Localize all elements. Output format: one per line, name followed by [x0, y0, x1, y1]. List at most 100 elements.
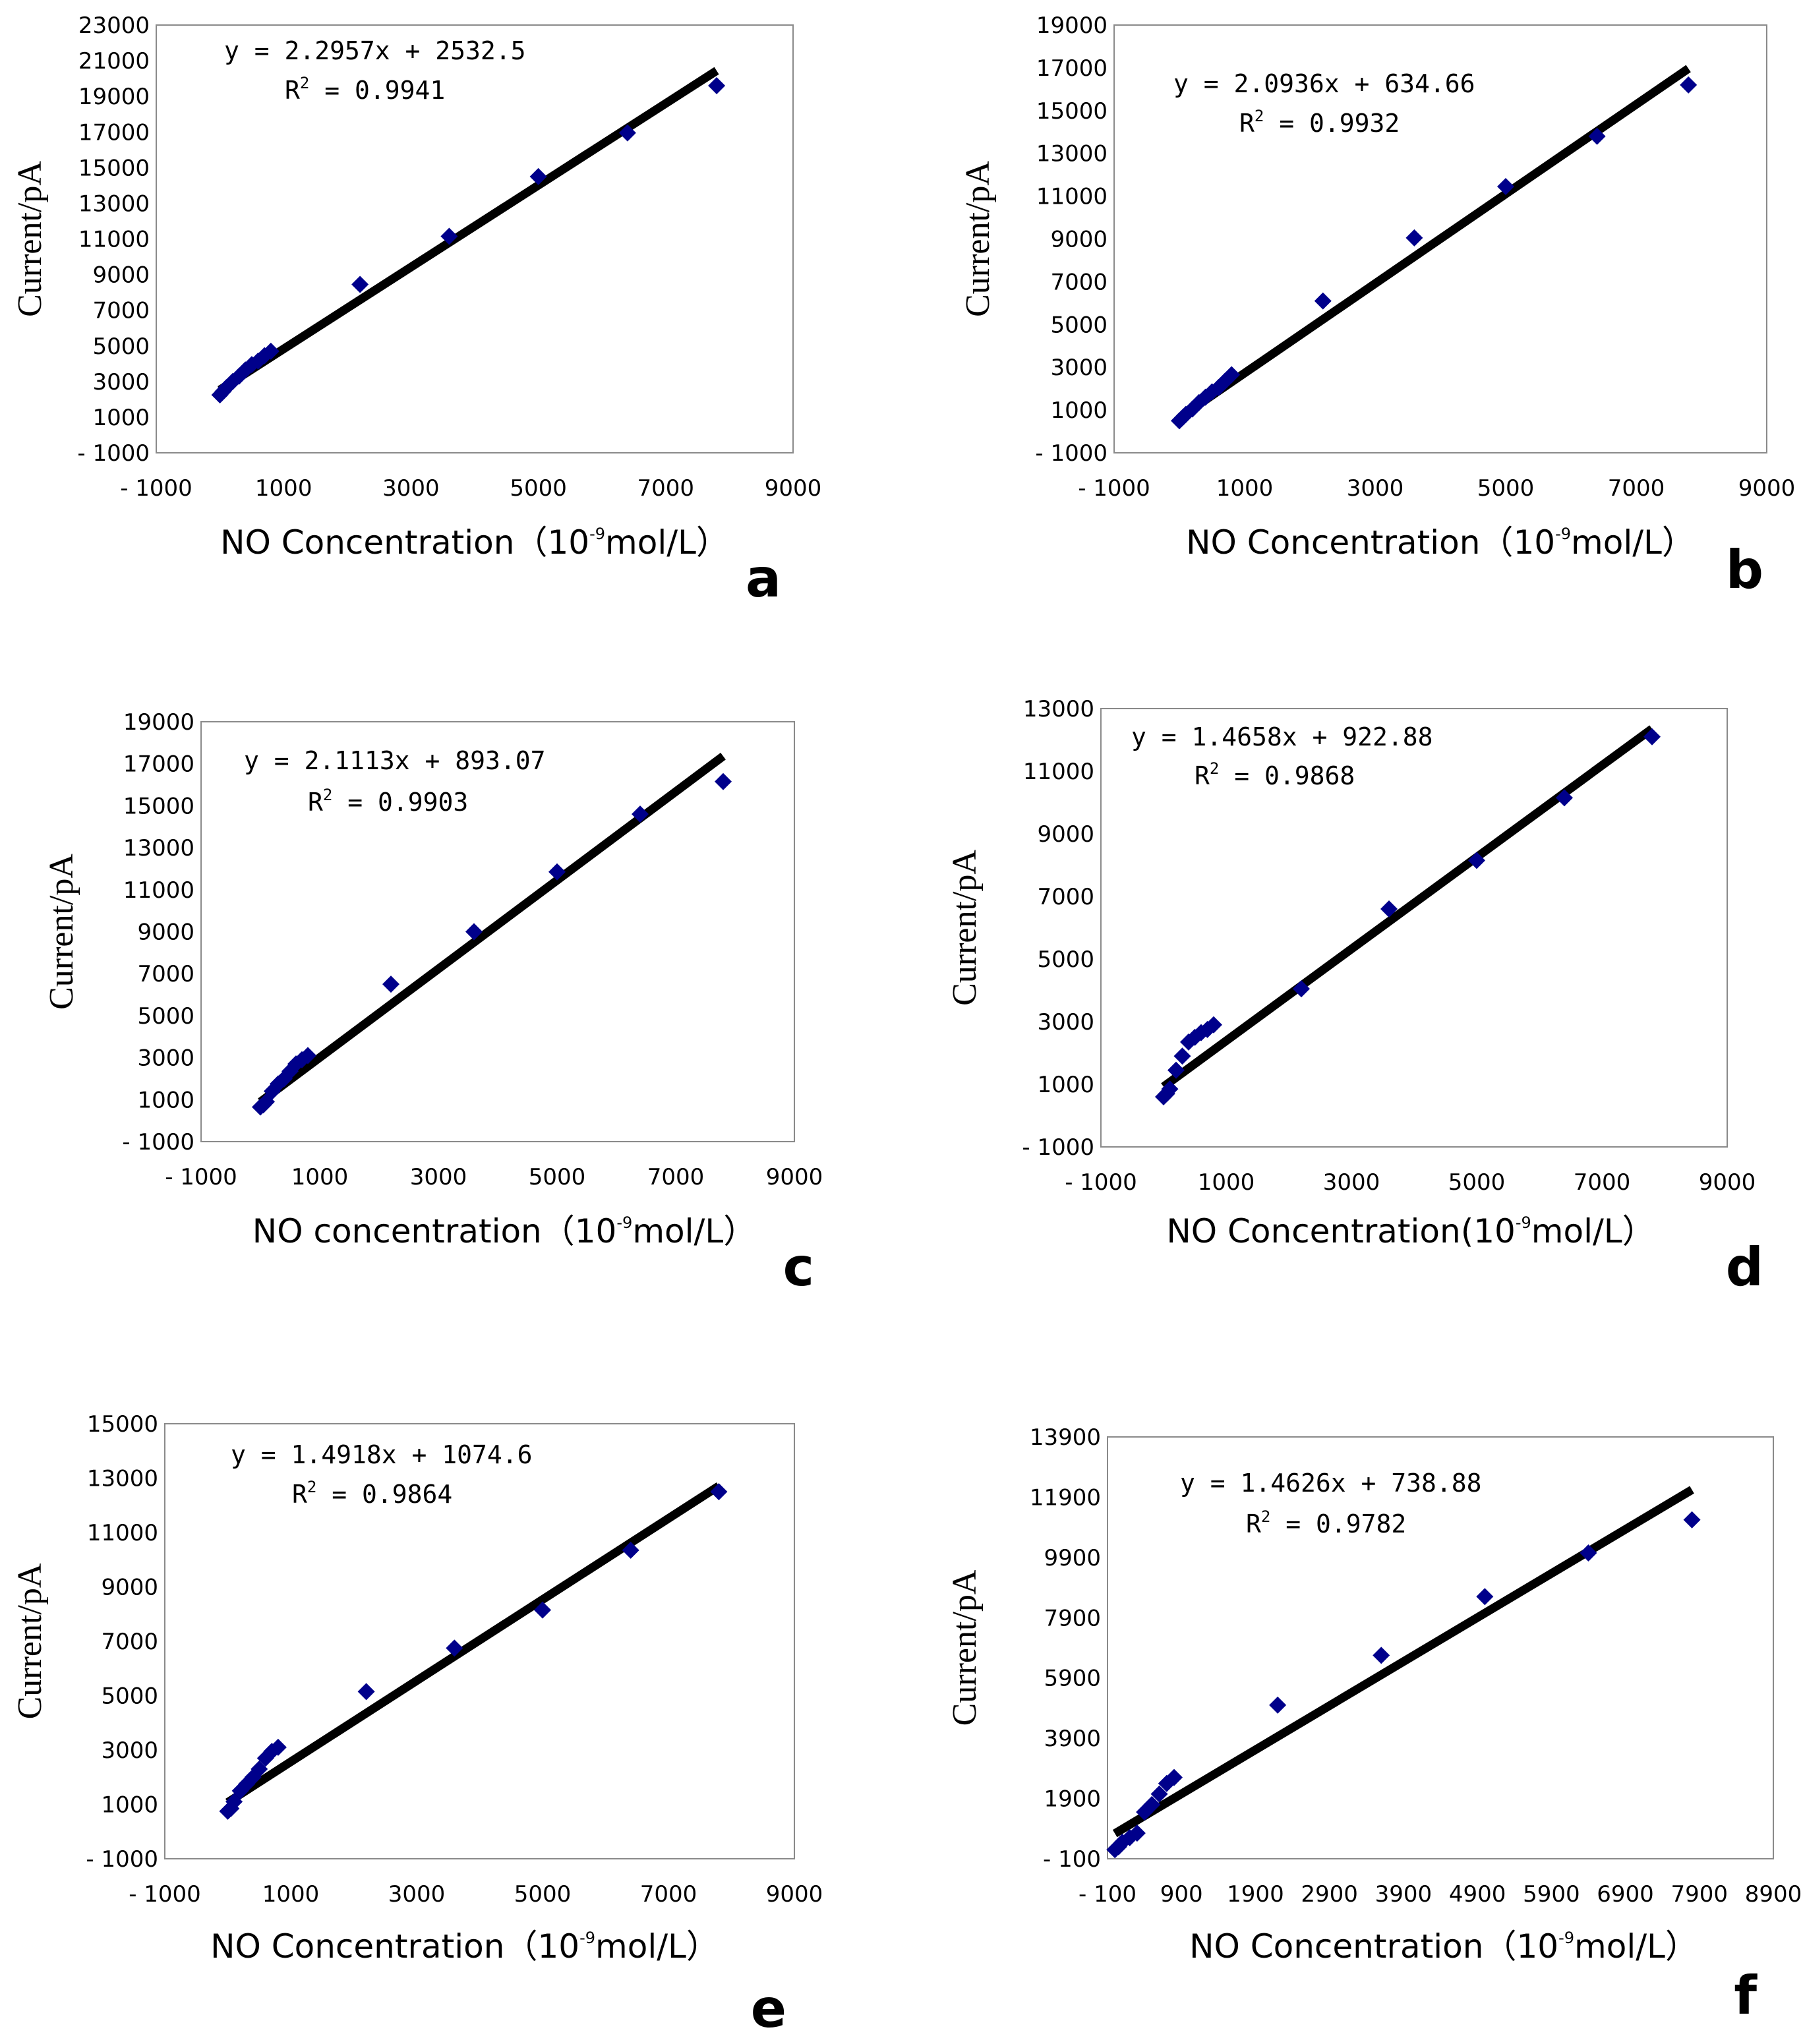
y-tick-label: 7000: [1037, 884, 1094, 910]
y-tick-label: 13000: [87, 1466, 158, 1492]
y-tick-label: 13000: [78, 190, 150, 217]
y-tick-label: 1000: [101, 1792, 158, 1819]
y-tick-label: 1000: [1037, 1072, 1094, 1098]
x-tick-label: 9000: [1738, 475, 1796, 502]
y-tick-label: 15000: [123, 793, 194, 819]
y-tick-label: 11000: [123, 877, 194, 904]
data-point: [465, 923, 483, 941]
data-point: [632, 805, 649, 823]
x-tick-label: 1000: [291, 1164, 349, 1190]
x-axis-label-unit: mol/L）: [1571, 523, 1695, 562]
x-axis-label-exponent: -9: [1555, 525, 1571, 543]
x-tick-label: 5000: [1448, 1169, 1506, 1196]
data-point: [1128, 1825, 1146, 1842]
data-point: [1476, 1588, 1494, 1606]
data-point: [351, 276, 369, 293]
panel-letter: d: [1726, 1237, 1763, 1298]
r-squared-exponent: 2: [323, 786, 332, 804]
y-tick-label: 13000: [1036, 141, 1108, 167]
y-axis-label: Current/pA: [946, 850, 984, 1006]
y-tick-label: 15000: [78, 155, 150, 181]
y-tick-label: 1000: [1050, 397, 1108, 424]
y-tick-label: 17000: [1036, 55, 1108, 82]
r-squared: R2 = 0.9864: [292, 1478, 452, 1509]
r-squared-exponent: 2: [1210, 759, 1219, 778]
data-point: [357, 1683, 375, 1701]
y-tick-label: - 1000: [1022, 1134, 1094, 1161]
y-tick-label: 9000: [137, 920, 194, 946]
x-axis-label-exponent: -9: [616, 1213, 632, 1232]
y-axis-label: Current/pA: [43, 854, 80, 1010]
data-point: [618, 124, 636, 142]
x-tick-label: 9000: [765, 475, 822, 502]
r-squared-value: = 0.9903: [332, 788, 468, 817]
data-point: [1580, 1544, 1597, 1562]
x-tick-label: - 1000: [1078, 475, 1150, 502]
data-point: [1173, 1047, 1191, 1065]
y-tick-label: 23000: [78, 13, 150, 39]
y-axis-label: Current/pA: [11, 161, 49, 317]
data-point: [1373, 1647, 1390, 1664]
x-tick-label: 8900: [1745, 1881, 1802, 1908]
x-tick-label: 3000: [382, 475, 440, 502]
y-tick-label: 13900: [1030, 1424, 1101, 1451]
data-point: [1588, 127, 1606, 145]
data-point: [548, 863, 566, 881]
chart-panel-c: - 1000 1000 3000 5000 7000 9000 11000 13000 1500…: [43, 709, 823, 1298]
x-axis-label-exponent: -9: [1558, 1929, 1574, 1947]
r-squared-value: = 0.9932: [1264, 109, 1400, 138]
r-squared-value: = 0.9864: [316, 1480, 452, 1509]
y-tick-label: 1900: [1044, 1786, 1101, 1813]
y-tick-label: 5000: [1050, 312, 1108, 338]
x-axis-label-base: NO Concentration（10: [210, 1927, 579, 1966]
data-point: [1166, 1768, 1183, 1786]
y-tick-label: 7000: [92, 298, 150, 324]
y-tick-label: 1000: [137, 1087, 194, 1113]
data-point: [1150, 1785, 1168, 1803]
data-point: [622, 1541, 639, 1559]
x-tick-label: 7000: [1608, 475, 1665, 502]
y-tick-label: 3000: [137, 1045, 194, 1072]
data-point: [1168, 1061, 1185, 1079]
y-tick-label: 5000: [101, 1683, 158, 1710]
trendline: [225, 1482, 721, 1806]
y-tick-label: 5000: [137, 1003, 194, 1030]
x-tick-label: 5900: [1523, 1881, 1580, 1908]
data-point: [534, 1601, 551, 1619]
x-tick-label: 6900: [1597, 1881, 1654, 1908]
x-axis-label-base: NO Concentration（10: [1186, 523, 1555, 562]
r-squared-symbol: R: [1246, 1509, 1261, 1538]
trendline: [1112, 1486, 1694, 1838]
y-tick-label: 7900: [1044, 1605, 1101, 1631]
data-point: [1683, 1511, 1701, 1529]
y-axis-label: Current/pA: [946, 1569, 984, 1726]
y-tick-label: - 1000: [77, 440, 150, 467]
x-tick-label: 3900: [1375, 1881, 1433, 1908]
trendline-equation: y = 1.4918x + 1074.6: [231, 1440, 533, 1469]
x-tick-label: 4900: [1449, 1881, 1506, 1908]
x-tick-label: - 1000: [120, 475, 192, 502]
r-squared-value: = 0.9782: [1270, 1509, 1406, 1538]
data-point: [1293, 980, 1310, 998]
r-squared: R2 = 0.9941: [285, 74, 445, 105]
r-squared-value: = 0.9941: [309, 76, 445, 105]
trendline-equation: y = 2.2957x + 2532.5: [224, 36, 526, 65]
x-axis-label-unit: mol/L）: [595, 1927, 719, 1966]
r-squared: R2 = 0.9868: [1195, 759, 1355, 790]
data-point: [382, 976, 399, 993]
y-tick-label: 11000: [87, 1520, 158, 1546]
y-tick-label: 19000: [78, 84, 150, 110]
r-squared-exponent: 2: [1261, 1507, 1270, 1526]
y-tick-label: 15000: [1036, 98, 1108, 125]
y-tick-label: 13000: [123, 835, 194, 861]
x-tick-label: 3000: [1347, 475, 1404, 502]
x-axis-label: NO Concentration（10-9mol/L）: [220, 523, 729, 562]
data-point: [1143, 1796, 1161, 1813]
y-axis-label: Current/pA: [959, 161, 997, 317]
x-axis-label-exponent: -9: [579, 1929, 595, 1947]
trendline: [1161, 725, 1655, 1090]
data-point: [440, 227, 458, 245]
r-squared-value: = 0.9868: [1219, 761, 1355, 790]
r-squared-exponent: 2: [300, 74, 309, 92]
chart-panel-a: - 1000 1000 3000 5000 7000 9000 11000 13000 1500…: [11, 13, 821, 609]
